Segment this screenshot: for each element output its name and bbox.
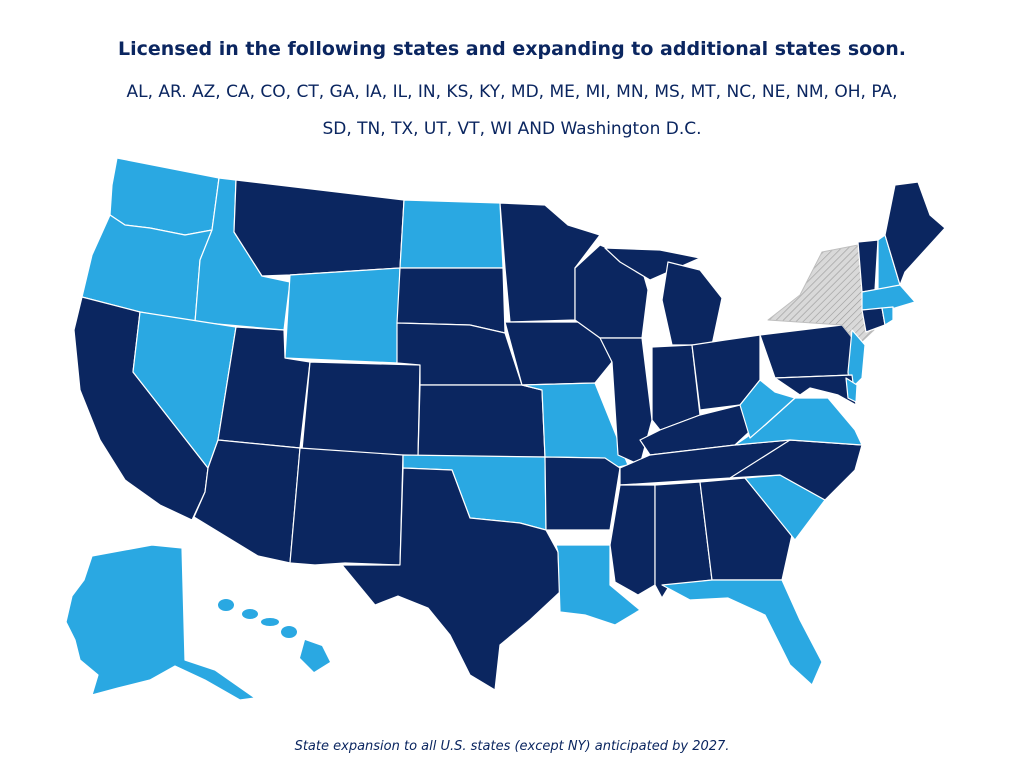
state-co: [301, 361, 421, 458]
state-nd: [399, 199, 504, 269]
state-vt: [857, 239, 879, 293]
state-ks: [417, 384, 546, 458]
state-mi-lower: [661, 261, 723, 346]
state-hi-oahu: [242, 609, 258, 619]
state-ct: [861, 307, 886, 333]
state-wy: [284, 267, 401, 364]
state-nm: [289, 447, 404, 566]
state-mt: [233, 179, 405, 277]
state-ar: [544, 456, 621, 531]
state-ga: [699, 477, 793, 581]
state-la: [555, 544, 641, 626]
state-de: [845, 377, 858, 403]
state-tx: [341, 467, 561, 691]
state-ak: [65, 544, 256, 701]
licensed-states-list-line-1: AL, AR. AZ, CA, CO, CT, GA, IA, IL, IN, …: [126, 82, 898, 102]
state-me: [884, 181, 946, 286]
state-hi-kauai: [218, 599, 234, 611]
state-hi-maui: [281, 626, 297, 638]
state-ms: [609, 484, 656, 596]
state-hi-molokai: [261, 618, 279, 626]
state-hi-big-island: [300, 640, 330, 672]
state-wa: [109, 157, 220, 236]
state-ma: [861, 284, 916, 311]
expansion-footnote: State expansion to all U.S. states (exce…: [294, 739, 730, 754]
state-wv: [739, 379, 796, 439]
state-ri: [881, 306, 894, 326]
state-fl: [661, 579, 823, 686]
state-md: [774, 374, 857, 406]
licensed-states-list-line-2: SD, TN, TX, UT, VT, WI AND Washington D.…: [322, 119, 702, 139]
page-title: Licensed in the following states and exp…: [118, 38, 906, 60]
state-pa: [759, 324, 859, 379]
